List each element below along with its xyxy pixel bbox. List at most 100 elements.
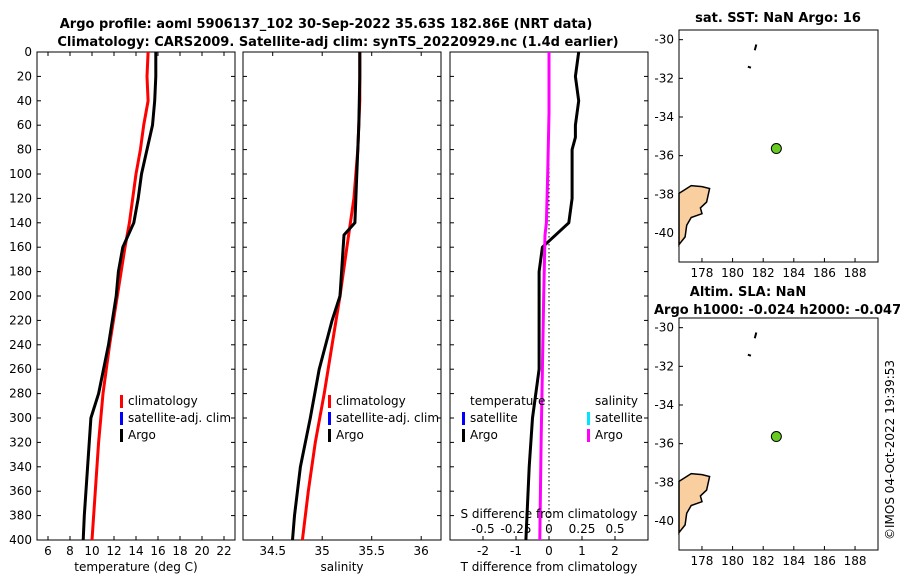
difference-legend-salinity: salinity satellite Argo [587, 394, 643, 442]
y-tick-label: 240 [9, 338, 32, 352]
x-tick-label: 35 [315, 544, 330, 558]
series-t-argo [524, 51, 581, 541]
map-y-tick-label: -34 [654, 110, 674, 124]
y-tick-label: 60 [17, 118, 32, 132]
series-climatology [300, 52, 362, 541]
x-tick-label: 22 [216, 544, 231, 558]
y-tick-label: 200 [9, 289, 32, 303]
y-tick-label: 380 [9, 509, 32, 523]
x-tick-label: 18 [172, 544, 187, 558]
map-x-tick-label: 188 [844, 266, 867, 280]
map-y-tick-label: -36 [654, 149, 674, 163]
x-tick-label: 8 [66, 544, 74, 558]
salinity-xlabel: salinity [320, 560, 363, 574]
sla-map-subtitle: Argo h1000: -0.024 h2000: -0.047 [654, 303, 900, 318]
map-y-tick-label: -36 [654, 437, 674, 451]
legend-swatch-satellite [462, 412, 465, 425]
legend-swatch-satellite [120, 412, 123, 425]
x-tick-label: 1 [578, 544, 586, 558]
legend-swatch-sal-satellite [587, 412, 590, 425]
y-tick-label: 280 [9, 387, 32, 401]
y-tick-label: 160 [9, 240, 32, 254]
legend-label-argo: Argo [128, 428, 156, 442]
y-tick-label: 140 [9, 216, 32, 230]
difference-xlabel: T difference from climatology [460, 560, 638, 574]
y-tick-label: 260 [9, 362, 32, 376]
top-tick-label: 0.25 [569, 522, 596, 536]
map-y-tick-label: -38 [654, 475, 674, 489]
sst-map-title: sat. SST: NaN Argo: 16 [695, 11, 861, 26]
legend-label-satellite: satellite-adj. clim [336, 411, 439, 425]
y-tick-label: 300 [9, 411, 32, 425]
map-y-tick-label: -30 [654, 33, 674, 47]
argo-location-marker [770, 431, 782, 443]
x-tick-label: 10 [84, 544, 99, 558]
island [753, 332, 758, 339]
y-tick-label: 120 [9, 191, 32, 205]
temperature-xlabel: temperature (deg C) [74, 560, 197, 574]
series-climatology [90, 51, 150, 541]
legend-swatch-satellite [328, 412, 331, 425]
x-tick-label: 35.5 [358, 544, 385, 558]
map-x-tick-label: 180 [721, 554, 744, 568]
difference-top-label: S difference from climatology [461, 507, 638, 521]
figure-title-line1: Argo profile: aoml 5906137_102 30-Sep-20… [60, 17, 593, 32]
salinity-panel: 34.5 35 35.5 36 salinity climatology satell… [242, 51, 442, 574]
island [747, 353, 752, 357]
map-x-tick-label: 178 [691, 266, 714, 280]
legend-label-argo: Argo [470, 428, 498, 442]
land-area [678, 184, 711, 247]
difference-legend-temperature: temperature satellite Argo [462, 394, 545, 442]
map-y-tick-label: -40 [654, 226, 674, 240]
x-tick-label: 6 [44, 544, 52, 558]
legend-label-sal-argo: Argo [595, 428, 623, 442]
y-tick-label: 400 [9, 533, 32, 547]
y-tick-label: 40 [17, 94, 32, 108]
series-argo [291, 52, 362, 541]
x-tick-label: 16 [150, 544, 165, 558]
x-tick-label: 14 [128, 544, 143, 558]
map-y-tick-label: -34 [654, 398, 674, 412]
figure-title-line2: Climatology: CARS2009. Satellite-adj cli… [57, 35, 618, 50]
y-tick-label: 80 [17, 143, 32, 157]
map-x-tick-label: 182 [752, 266, 775, 280]
map-y-tick-label: -32 [654, 71, 674, 85]
island [747, 65, 752, 69]
map-x-tick-label: 186 [813, 266, 836, 280]
y-tick-label: 100 [9, 167, 32, 181]
legend-title-salinity: salinity [595, 394, 638, 408]
temperature-axes-box [36, 51, 236, 541]
top-tick-label: -0.25 [500, 522, 531, 536]
y-tick-label: 340 [9, 460, 32, 474]
x-tick-label: -1 [510, 544, 522, 558]
temperature-legend: climatology satellite-adj. clim Argo [120, 394, 231, 442]
legend-swatch-argo [328, 429, 331, 442]
legend-swatch-climatology [328, 395, 331, 408]
salinity-legend: climatology satellite-adj. clim Argo [328, 394, 439, 442]
map-x-tick-label: 186 [813, 554, 836, 568]
x-tick-label: 36 [414, 544, 429, 558]
legend-label-satellite: satellite [470, 411, 518, 425]
legend-swatch-argo [462, 429, 465, 442]
legend-label-sal-satellite: satellite [595, 411, 643, 425]
y-tick-label: 0 [24, 45, 32, 59]
temperature-panel: 0 20 40 60 80 100 120 140 160 180 200 220 240 260 280 3… [9, 45, 236, 574]
map-x-tick-label: 180 [721, 266, 744, 280]
island [753, 44, 758, 51]
top-tick-label: 0.5 [605, 522, 624, 536]
map-x-tick-label: 182 [752, 554, 775, 568]
y-tick-label: 20 [17, 69, 32, 83]
x-tick-label: 2 [611, 544, 619, 558]
x-tick-label: 12 [106, 544, 121, 558]
sla-map-title: Altim. SLA: NaN [690, 285, 806, 300]
y-tick-label: 320 [9, 435, 32, 449]
sst-map-panel: sat. SST: NaN Argo: 16 -30 -32 -34 -36 -38 -4… [654, 11, 879, 280]
legend-label-argo: Argo [336, 428, 364, 442]
y-tick-label: 220 [9, 313, 32, 327]
map-y-tick-label: -30 [654, 321, 674, 335]
legend-swatch-climatology [120, 395, 123, 408]
sla-map-panel: Altim. SLA: NaN Argo h1000: -0.024 h2000… [654, 285, 900, 568]
top-tick-label: -0.5 [471, 522, 494, 536]
